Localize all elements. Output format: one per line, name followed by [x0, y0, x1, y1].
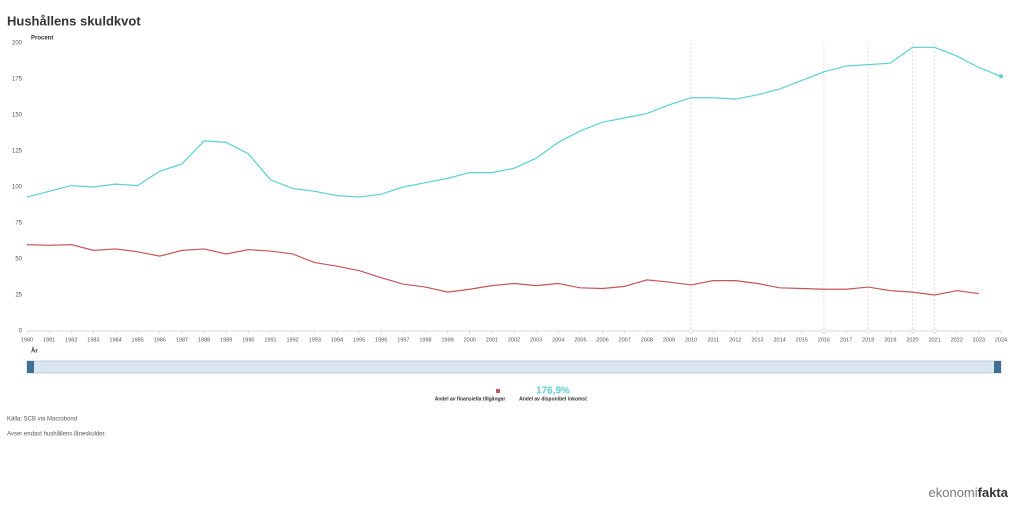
y-tick-label: 75 — [15, 221, 22, 227]
navigator-handle[interactable] — [994, 361, 1001, 373]
x-tick-label: 1984 — [109, 337, 121, 343]
x-tick-label: 2004 — [552, 337, 564, 343]
navigator[interactable] — [26, 360, 1002, 374]
marker-dot — [865, 328, 871, 334]
legend-label: Andel av disponibel inkomst — [519, 396, 587, 402]
x-tick-label: 2019 — [884, 337, 896, 343]
x-tick-label: 2009 — [663, 337, 675, 343]
x-tick-label: 1991 — [264, 337, 276, 343]
x-tick-label: 2015 — [796, 337, 808, 343]
x-tick-label: 1992 — [287, 337, 299, 343]
x-tick-label: 2014 — [774, 337, 786, 343]
legend-item[interactable]: Andel av finansiella tillgångar — [435, 389, 506, 402]
navigator-track[interactable] — [26, 360, 1002, 374]
logo: ekonomifakta — [929, 485, 1009, 500]
x-tick-label: 1983 — [87, 337, 99, 343]
y-axis-label: Procent — [31, 36, 53, 42]
x-tick-label: 1990 — [242, 337, 254, 343]
y-tick-label: 0 — [19, 329, 23, 335]
x-tick-label: 2021 — [928, 337, 940, 343]
x-tick-label: 2011 — [707, 337, 719, 343]
x-tick-label: 1997 — [397, 337, 409, 343]
legend-item[interactable]: 176,9%Andel av disponibel inkomst — [519, 386, 587, 403]
y-tick-label: 125 — [12, 149, 23, 155]
x-tick-label: 2017 — [840, 337, 852, 343]
x-tick-label: 1995 — [353, 337, 365, 343]
logo-part: ekonomi — [929, 485, 978, 500]
x-tick-label: 2005 — [574, 337, 586, 343]
y-tick-label: 175 — [12, 77, 23, 83]
x-tick-label: 2022 — [951, 337, 963, 343]
x-axis-label: År — [31, 348, 38, 355]
y-tick-label: 100 — [12, 185, 23, 191]
navigator-handle[interactable] — [27, 361, 34, 373]
y-tick-label: 200 — [12, 41, 23, 47]
x-tick-label: 1981 — [43, 337, 55, 343]
x-tick-label: 1985 — [132, 337, 144, 343]
x-tick-label: 2010 — [685, 337, 697, 343]
x-tick-label: 2000 — [464, 337, 476, 343]
x-tick-label: 2018 — [862, 337, 874, 343]
x-tick-label: 1987 — [176, 337, 188, 343]
x-tick-label: 2012 — [729, 337, 741, 343]
marker-dot — [688, 328, 694, 334]
marker-dot — [932, 328, 937, 334]
marker-dot — [910, 328, 915, 334]
x-tick-label: 2006 — [596, 337, 608, 343]
x-tick-label: 2003 — [530, 337, 542, 343]
x-tick-label: 1986 — [154, 337, 166, 343]
x-tick-label: 1996 — [375, 337, 387, 343]
chart-title: Hushållens skuldkvot — [7, 13, 141, 28]
series-line — [26, 243, 979, 296]
series-line — [26, 46, 1002, 198]
x-tick-label: 2023 — [973, 337, 985, 343]
x-tick-label: 1980 — [21, 337, 33, 343]
logo-part: fakta — [978, 485, 1009, 500]
legend-value: 176,9% — [536, 386, 570, 397]
x-tick-label: 2016 — [818, 337, 830, 343]
last-point — [999, 74, 1003, 79]
y-tick-label: 150 — [12, 113, 23, 119]
x-tick-label: 1982 — [65, 337, 77, 343]
x-tick-label: 1989 — [220, 337, 232, 343]
x-tick-label: 2002 — [508, 337, 520, 343]
x-tick-label: 2007 — [619, 337, 631, 343]
x-tick-label: 2024 — [995, 337, 1007, 343]
y-tick-label: 25 — [15, 293, 22, 299]
x-tick-label: 2020 — [906, 337, 918, 343]
x-tick-label: 1994 — [331, 337, 343, 343]
legend-label: Andel av finansiella tillgångar — [435, 395, 506, 402]
source: Källa: SCB via Macrobond — [7, 417, 77, 423]
legend-swatch — [496, 389, 500, 393]
marker-dot — [821, 328, 827, 334]
x-tick-label: 1993 — [309, 337, 321, 343]
y-tick-label: 50 — [15, 257, 22, 263]
x-tick-label: 1988 — [198, 337, 210, 343]
x-tick-label: 1998 — [419, 337, 431, 343]
x-tick-label: 2001 — [486, 337, 498, 343]
x-tick-label: 1999 — [441, 337, 453, 343]
note: Avser endast hushållens låneskulder. — [7, 431, 106, 438]
x-tick-label: 2008 — [641, 337, 653, 343]
x-tick-label: 2013 — [751, 337, 763, 343]
